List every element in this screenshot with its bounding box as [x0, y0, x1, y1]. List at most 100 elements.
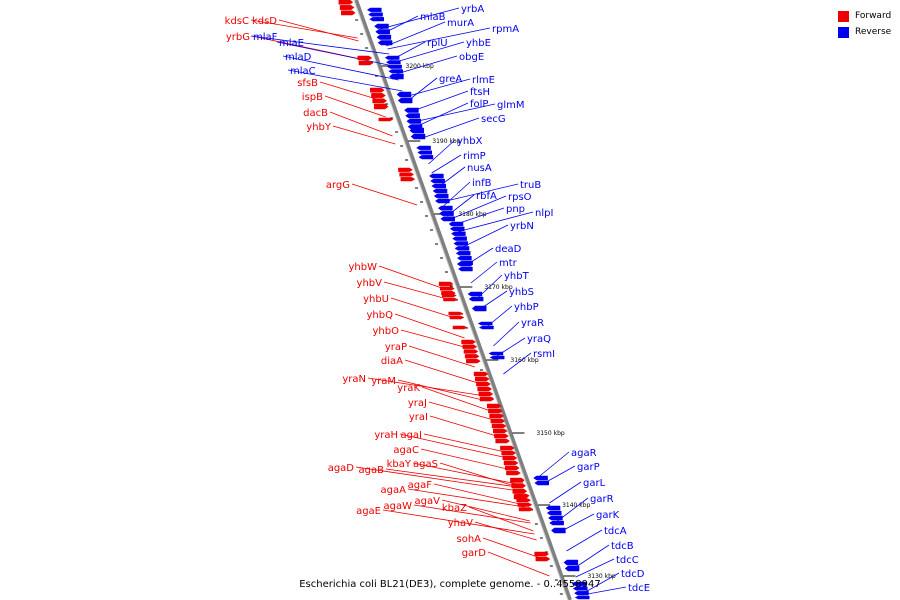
- reverse-gene-label[interactable]: yhbT: [504, 271, 530, 282]
- genome-axis-group: [353, 0, 572, 600]
- forward-gene-label[interactable]: yraP: [385, 342, 407, 353]
- reverse-gene-label[interactable]: mlaB: [420, 12, 446, 23]
- forward-gene-label[interactable]: kbaY: [387, 459, 412, 470]
- reverse-gene-label[interactable]: yhbP: [514, 302, 539, 313]
- forward-gene-label[interactable]: agaW: [384, 501, 413, 512]
- forward-gene-label[interactable]: yraJ: [408, 398, 427, 409]
- forward-feature: [535, 556, 551, 562]
- reverse-gene-label[interactable]: rimP: [463, 151, 486, 162]
- reverse-gene-leader: [413, 103, 496, 123]
- forward-gene-label[interactable]: yraK: [397, 383, 420, 394]
- forward-gene-label[interactable]: argG: [326, 180, 350, 191]
- reverse-gene-label[interactable]: infB: [472, 178, 492, 189]
- reverse-gene-label[interactable]: nusA: [467, 163, 492, 174]
- reverse-gene-label[interactable]: agaR: [571, 448, 597, 459]
- forward-gene-label[interactable]: kbaZ: [442, 503, 467, 514]
- legend-forward-swatch: [838, 10, 849, 22]
- forward-gene-label[interactable]: kdsD: [252, 16, 277, 27]
- reverse-gene-label[interactable]: yhbE: [466, 38, 491, 49]
- reverse-gene-label[interactable]: rbfA: [476, 191, 497, 202]
- reverse-gene-label[interactable]: garP: [577, 462, 600, 473]
- reverse-gene-label[interactable]: mlaD: [285, 52, 312, 63]
- forward-gene-label[interactable]: yrbG: [226, 32, 250, 43]
- reverse-gene-label[interactable]: rpsO: [508, 192, 532, 203]
- forward-gene-label[interactable]: yraN: [342, 374, 366, 385]
- reverse-feature: [449, 226, 465, 232]
- forward-gene-label[interactable]: yraM: [371, 376, 396, 387]
- reverse-gene-label[interactable]: yrbA: [461, 4, 484, 15]
- reverse-gene-label[interactable]: obgE: [459, 52, 484, 63]
- reverse-gene-label[interactable]: folP: [470, 99, 488, 110]
- forward-gene-label[interactable]: yhbO: [373, 326, 400, 337]
- forward-gene-label[interactable]: yhbU: [363, 294, 389, 305]
- reverse-gene-label[interactable]: yraR: [521, 318, 544, 329]
- reverse-feature: [448, 221, 464, 227]
- reverse-gene-label[interactable]: tdcA: [604, 526, 627, 537]
- reverse-feature: [397, 97, 413, 104]
- reverse-gene-label[interactable]: mlaF: [253, 32, 278, 43]
- forward-gene-label[interactable]: agaS: [413, 459, 438, 470]
- reverse-feature: [489, 355, 505, 360]
- forward-gene-label[interactable]: agaD: [328, 463, 355, 474]
- reverse-gene-label[interactable]: rpmA: [492, 24, 519, 35]
- forward-gene-label[interactable]: yhbY: [306, 122, 332, 133]
- reverse-feature: [572, 586, 588, 591]
- forward-gene-label[interactable]: agaA: [381, 485, 407, 496]
- reverse-feature: [456, 255, 472, 261]
- reverse-gene-label[interactable]: secG: [481, 114, 506, 125]
- reverse-gene-label[interactable]: yrbN: [510, 221, 534, 232]
- forward-gene-label[interactable]: agaI: [400, 430, 422, 441]
- reverse-gene-label[interactable]: yhbX: [457, 136, 483, 147]
- reverse-gene-label[interactable]: rsmI: [533, 349, 555, 360]
- reverse-gene-label[interactable]: nlpI: [535, 208, 553, 219]
- forward-gene-label[interactable]: yhbV: [357, 278, 383, 289]
- forward-gene-label[interactable]: yhbW: [349, 262, 378, 273]
- forward-gene-label[interactable]: diaA: [381, 356, 403, 367]
- reverse-gene-label[interactable]: tdcB: [611, 541, 634, 552]
- forward-gene-label[interactable]: dacB: [303, 108, 328, 119]
- reverse-gene-label[interactable]: garR: [590, 494, 614, 505]
- reverse-feature: [433, 193, 449, 199]
- reverse-gene-label[interactable]: mlaE: [279, 38, 304, 49]
- forward-gene-label[interactable]: yraI: [409, 412, 428, 423]
- forward-gene-label[interactable]: yraH: [374, 430, 398, 441]
- reverse-gene-label[interactable]: mtr: [499, 258, 518, 269]
- reverse-feature: [549, 520, 564, 526]
- forward-gene-label[interactable]: sohA: [456, 534, 481, 545]
- forward-gene-label[interactable]: agaV: [415, 496, 441, 507]
- reverse-gene-label[interactable]: murA: [447, 18, 474, 29]
- reverse-gene-label[interactable]: yraQ: [527, 334, 551, 345]
- forward-gene-label[interactable]: yhbQ: [367, 310, 394, 321]
- reverse-gene-label[interactable]: yhbS: [509, 287, 534, 298]
- reverse-feature: [428, 173, 444, 179]
- forward-gene-label[interactable]: agaC: [393, 445, 419, 456]
- reverse-gene-leader: [387, 27, 491, 50]
- reverse-gene-label[interactable]: garL: [583, 478, 606, 489]
- forward-gene-label[interactable]: ispB: [302, 92, 323, 103]
- forward-gene-label[interactable]: agaF: [408, 480, 433, 491]
- reverse-gene-label[interactable]: rplU: [427, 38, 448, 49]
- reverse-gene-label[interactable]: ftsH: [470, 87, 490, 98]
- reverse-gene-label[interactable]: deaD: [495, 244, 522, 255]
- reverse-gene-label[interactable]: truB: [520, 180, 541, 191]
- forward-gene-label[interactable]: agaB: [359, 465, 385, 476]
- reverse-feature: [404, 107, 419, 113]
- reverse-gene-label[interactable]: glmM: [497, 100, 525, 111]
- forward-gene-label[interactable]: yhaV: [448, 518, 473, 529]
- reverse-gene-label[interactable]: tdcE: [628, 583, 650, 594]
- reverse-gene-label[interactable]: tdcD: [621, 569, 645, 580]
- reverse-gene-label[interactable]: greA: [439, 74, 462, 85]
- reverse-gene-label[interactable]: pnp: [506, 204, 525, 215]
- forward-gene-label[interactable]: garD: [462, 548, 487, 559]
- forward-gene-label[interactable]: kdsC: [225, 16, 249, 27]
- forward-gene-label[interactable]: agaE: [356, 506, 381, 517]
- reverse-gene-label[interactable]: rlmE: [472, 75, 495, 86]
- forward-gene-label[interactable]: sfsB: [297, 78, 318, 89]
- reverse-gene-label[interactable]: mlaC: [290, 66, 316, 77]
- reverse-gene-label[interactable]: garK: [596, 510, 620, 521]
- reverse-gene-label[interactable]: tdcC: [616, 555, 639, 566]
- reverse-feature: [366, 7, 382, 12]
- forward-feature: [515, 493, 530, 498]
- ruler-label: 3200 kbp: [406, 63, 434, 70]
